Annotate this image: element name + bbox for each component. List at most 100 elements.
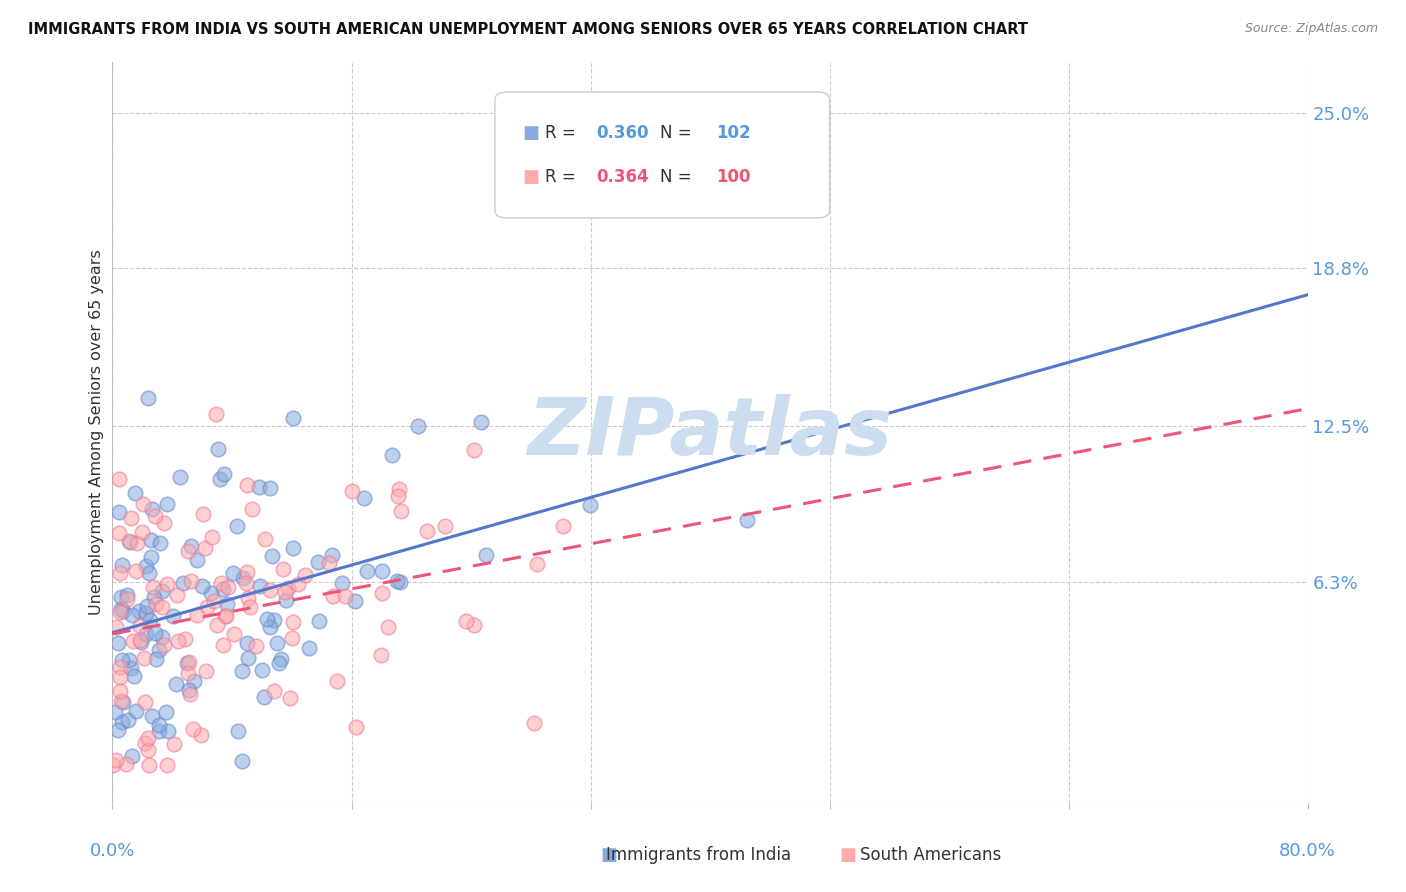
Point (377, 620, 399, 634)
Point (156, 498, 179, 512)
Point (318, 556, 340, 570)
Point (180, 574, 202, 589)
Point (115, 591, 138, 606)
Point (456, 614, 478, 628)
Point (176, 656, 198, 670)
Point (201, 531, 224, 545)
Point (148, 718, 170, 732)
Point (470, 415, 492, 429)
Point (128, 619, 150, 633)
Point (148, 642, 170, 657)
Point (121, 634, 143, 648)
Point (117, 653, 139, 667)
Point (177, 655, 200, 669)
Point (169, 470, 191, 484)
Point (281, 411, 304, 425)
Text: IMMIGRANTS FROM INDIA VS SOUTH AMERICAN UNEMPLOYMENT AMONG SENIORS OVER 65 YEARS: IMMIGRANTS FROM INDIA VS SOUTH AMERICAN … (28, 22, 1028, 37)
Point (236, 565, 259, 579)
Point (209, 472, 232, 486)
Point (110, 566, 132, 581)
Point (388, 483, 411, 497)
Point (110, 694, 132, 708)
Point (271, 562, 294, 576)
Text: Source: ZipAtlas.com: Source: ZipAtlas.com (1244, 22, 1378, 36)
Point (191, 508, 214, 522)
Point (207, 442, 229, 457)
Point (263, 613, 285, 627)
Point (389, 504, 412, 518)
Text: ZIPatlas: ZIPatlas (527, 393, 893, 472)
Point (274, 593, 297, 607)
Point (107, 636, 129, 650)
Point (115, 589, 138, 603)
Point (136, 599, 159, 613)
Point (167, 634, 190, 648)
Point (179, 687, 201, 701)
Text: 0.364: 0.364 (596, 169, 650, 186)
Text: 0.360: 0.360 (596, 124, 650, 142)
Point (135, 627, 157, 641)
Point (388, 575, 411, 590)
Text: 102: 102 (716, 124, 751, 142)
Point (245, 639, 267, 653)
Point (110, 653, 132, 667)
Point (240, 501, 263, 516)
Point (110, 606, 132, 620)
Point (131, 524, 153, 539)
Point (231, 755, 253, 769)
Point (111, 714, 134, 729)
Point (136, 743, 159, 757)
Point (353, 491, 375, 505)
Point (111, 695, 134, 709)
Point (463, 442, 485, 457)
Point (165, 677, 187, 691)
Point (128, 604, 150, 618)
Point (183, 674, 205, 689)
Point (194, 541, 217, 556)
Point (108, 660, 131, 674)
Point (191, 578, 214, 592)
Point (387, 489, 409, 503)
Point (253, 533, 276, 547)
Point (134, 695, 156, 709)
Point (259, 481, 281, 495)
Point (259, 583, 281, 598)
Point (117, 713, 139, 727)
Point (121, 607, 143, 622)
Point (226, 519, 249, 533)
Point (138, 758, 160, 772)
Point (370, 564, 392, 578)
Point (226, 724, 249, 739)
Point (138, 566, 160, 580)
Point (212, 582, 235, 596)
Point (150, 584, 173, 599)
Text: R =: R = (546, 124, 581, 142)
Point (139, 533, 162, 547)
Point (197, 599, 219, 614)
Point (155, 705, 177, 719)
Point (222, 566, 245, 580)
Point (150, 599, 173, 614)
Point (202, 594, 225, 608)
Point (101, 758, 124, 772)
Point (142, 580, 165, 594)
Point (141, 501, 163, 516)
Point (177, 666, 200, 681)
Point (236, 650, 259, 665)
Point (135, 559, 157, 574)
Point (259, 619, 281, 633)
Point (298, 640, 321, 655)
Point (108, 525, 131, 540)
Point (260, 549, 283, 564)
Point (156, 758, 179, 772)
Point (235, 576, 257, 591)
Point (120, 661, 142, 675)
Point (142, 590, 165, 604)
Point (274, 585, 297, 599)
Point (181, 722, 204, 736)
Point (179, 682, 201, 697)
Point (200, 586, 222, 600)
Point (125, 705, 148, 719)
Point (239, 600, 262, 615)
Point (307, 555, 329, 569)
